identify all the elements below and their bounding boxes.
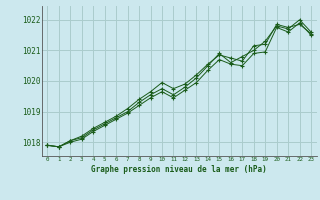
- X-axis label: Graphe pression niveau de la mer (hPa): Graphe pression niveau de la mer (hPa): [91, 165, 267, 174]
